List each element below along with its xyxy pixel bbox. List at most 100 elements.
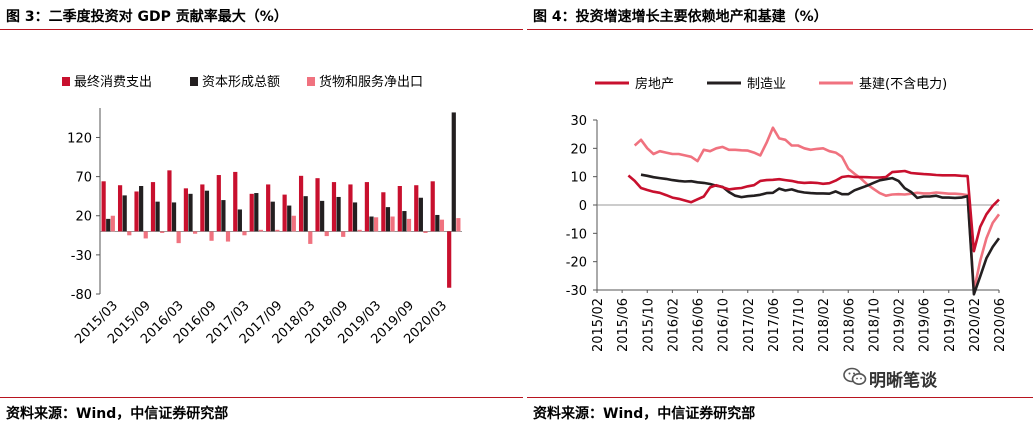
bar bbox=[390, 216, 395, 232]
x-tick-label: 2020/02 bbox=[968, 298, 983, 352]
x-tick-label: 2015/06 bbox=[616, 298, 631, 352]
bar bbox=[209, 231, 214, 241]
left-chart-title: 图 3：二季度投资对 GDP 贡献率最大（%） bbox=[6, 9, 288, 25]
x-tick-label: 2019/06 bbox=[918, 298, 933, 352]
bar bbox=[357, 229, 362, 232]
bar bbox=[258, 229, 264, 232]
bar bbox=[110, 215, 115, 232]
bar bbox=[381, 192, 386, 232]
series-line bbox=[627, 169, 1000, 253]
bar bbox=[324, 231, 329, 237]
y-tick-label: -20 bbox=[566, 256, 587, 271]
bar bbox=[439, 219, 445, 232]
bar bbox=[242, 231, 247, 236]
bar bbox=[348, 184, 353, 232]
bar bbox=[397, 186, 402, 232]
bar bbox=[385, 207, 391, 232]
bar bbox=[352, 202, 358, 232]
y-tick-label: -30 bbox=[71, 249, 92, 264]
x-tick-label: 2018/06 bbox=[842, 298, 857, 352]
bar bbox=[155, 201, 160, 232]
legend-label: 基建(不含电力) bbox=[859, 76, 947, 92]
legend-label: 货物和服务净出口 bbox=[319, 74, 423, 90]
bar bbox=[150, 182, 156, 232]
x-tick-label: 2017/10 bbox=[792, 298, 807, 352]
bar bbox=[266, 184, 271, 232]
legend-label: 最终消费支出 bbox=[74, 74, 152, 90]
bar bbox=[320, 200, 325, 232]
bar bbox=[143, 231, 148, 239]
bar bbox=[171, 202, 177, 232]
series-line bbox=[633, 126, 1001, 293]
legend-label: 房地产 bbox=[635, 76, 674, 92]
bar bbox=[127, 231, 132, 236]
y-tick-label: 120 bbox=[67, 131, 92, 146]
left-source-note: 资料来源：Wind，中信证券研究部 bbox=[6, 406, 229, 422]
bar bbox=[430, 181, 435, 232]
line-chart: 房地产 制造业 基建(不含电力) -30 -20 -10 0 10 20 30 2015/02 201… bbox=[566, 76, 1008, 352]
bar bbox=[183, 188, 188, 232]
bar bbox=[414, 185, 419, 232]
bar bbox=[451, 112, 456, 232]
bar bbox=[249, 193, 254, 232]
x-tick-label: 2016/06 bbox=[692, 298, 707, 352]
legend-label: 制造业 bbox=[747, 77, 786, 92]
bar bbox=[291, 215, 296, 232]
x-tick-label: 2018/02 bbox=[817, 298, 832, 352]
legend-label: 资本形成总额 bbox=[202, 75, 280, 90]
y-tick-label: -30 bbox=[566, 284, 587, 299]
bar bbox=[331, 182, 337, 232]
watermark-text: 明晰笔谈 bbox=[869, 371, 937, 391]
source-rule bbox=[527, 397, 1033, 398]
x-tick-label: 2016/10 bbox=[717, 298, 732, 352]
bar bbox=[221, 200, 226, 232]
series-line bbox=[640, 173, 1001, 296]
bar bbox=[456, 218, 461, 232]
y-tick-label: 30 bbox=[570, 114, 587, 129]
source-rule bbox=[0, 397, 523, 398]
bar bbox=[423, 231, 428, 233]
y-tick-label: 10 bbox=[570, 171, 587, 186]
bar bbox=[369, 216, 374, 232]
bar-chart: 最终消费支出 资本形成总额 货物和服务净出口-80-3020701202015/03… bbox=[62, 74, 462, 347]
bar bbox=[308, 231, 313, 244]
bar bbox=[287, 205, 292, 232]
bar bbox=[134, 191, 139, 232]
x-tick-label: 2016/02 bbox=[666, 298, 681, 352]
bar bbox=[447, 231, 452, 288]
bar bbox=[122, 195, 127, 232]
bar bbox=[216, 175, 221, 232]
y-tick-label: 20 bbox=[75, 210, 92, 225]
y-tick-label: 70 bbox=[75, 171, 92, 186]
bar bbox=[193, 231, 198, 234]
bar bbox=[336, 196, 341, 232]
bar bbox=[315, 178, 320, 232]
bar bbox=[225, 231, 231, 242]
bar bbox=[303, 196, 308, 232]
bar bbox=[402, 211, 407, 232]
x-tick-label: 2017/06 bbox=[767, 298, 782, 352]
x-tick-label: 2017/02 bbox=[742, 298, 757, 352]
left-chart-panel: 图 3：二季度投资对 GDP 贡献率最大（%） 最终消费支出 资本形成总额 货物和服… bbox=[0, 9, 523, 422]
bar bbox=[139, 186, 144, 232]
bar bbox=[176, 231, 181, 244]
y-tick-label: -80 bbox=[71, 288, 92, 303]
right-chart-title: 图 4：投资增速增长主要依赖地产和基建（%） bbox=[533, 9, 828, 25]
bar bbox=[101, 181, 106, 232]
bar bbox=[237, 209, 242, 232]
bar bbox=[374, 217, 379, 232]
bar bbox=[204, 190, 210, 232]
right-source-note: 资料来源：Wind，中信证券研究部 bbox=[533, 406, 756, 422]
title-rule bbox=[0, 29, 523, 30]
bar bbox=[270, 201, 275, 232]
bar bbox=[160, 231, 165, 233]
bar bbox=[282, 194, 287, 232]
title-rule bbox=[527, 29, 1033, 30]
x-tick-label: 2019/02 bbox=[893, 298, 908, 352]
x-tick-label: 2015/02 bbox=[591, 298, 606, 352]
bar bbox=[275, 229, 280, 232]
y-tick-label: -10 bbox=[566, 227, 587, 242]
bar bbox=[200, 184, 205, 232]
x-tick-label: 2019/10 bbox=[943, 298, 958, 352]
bar bbox=[233, 171, 238, 232]
